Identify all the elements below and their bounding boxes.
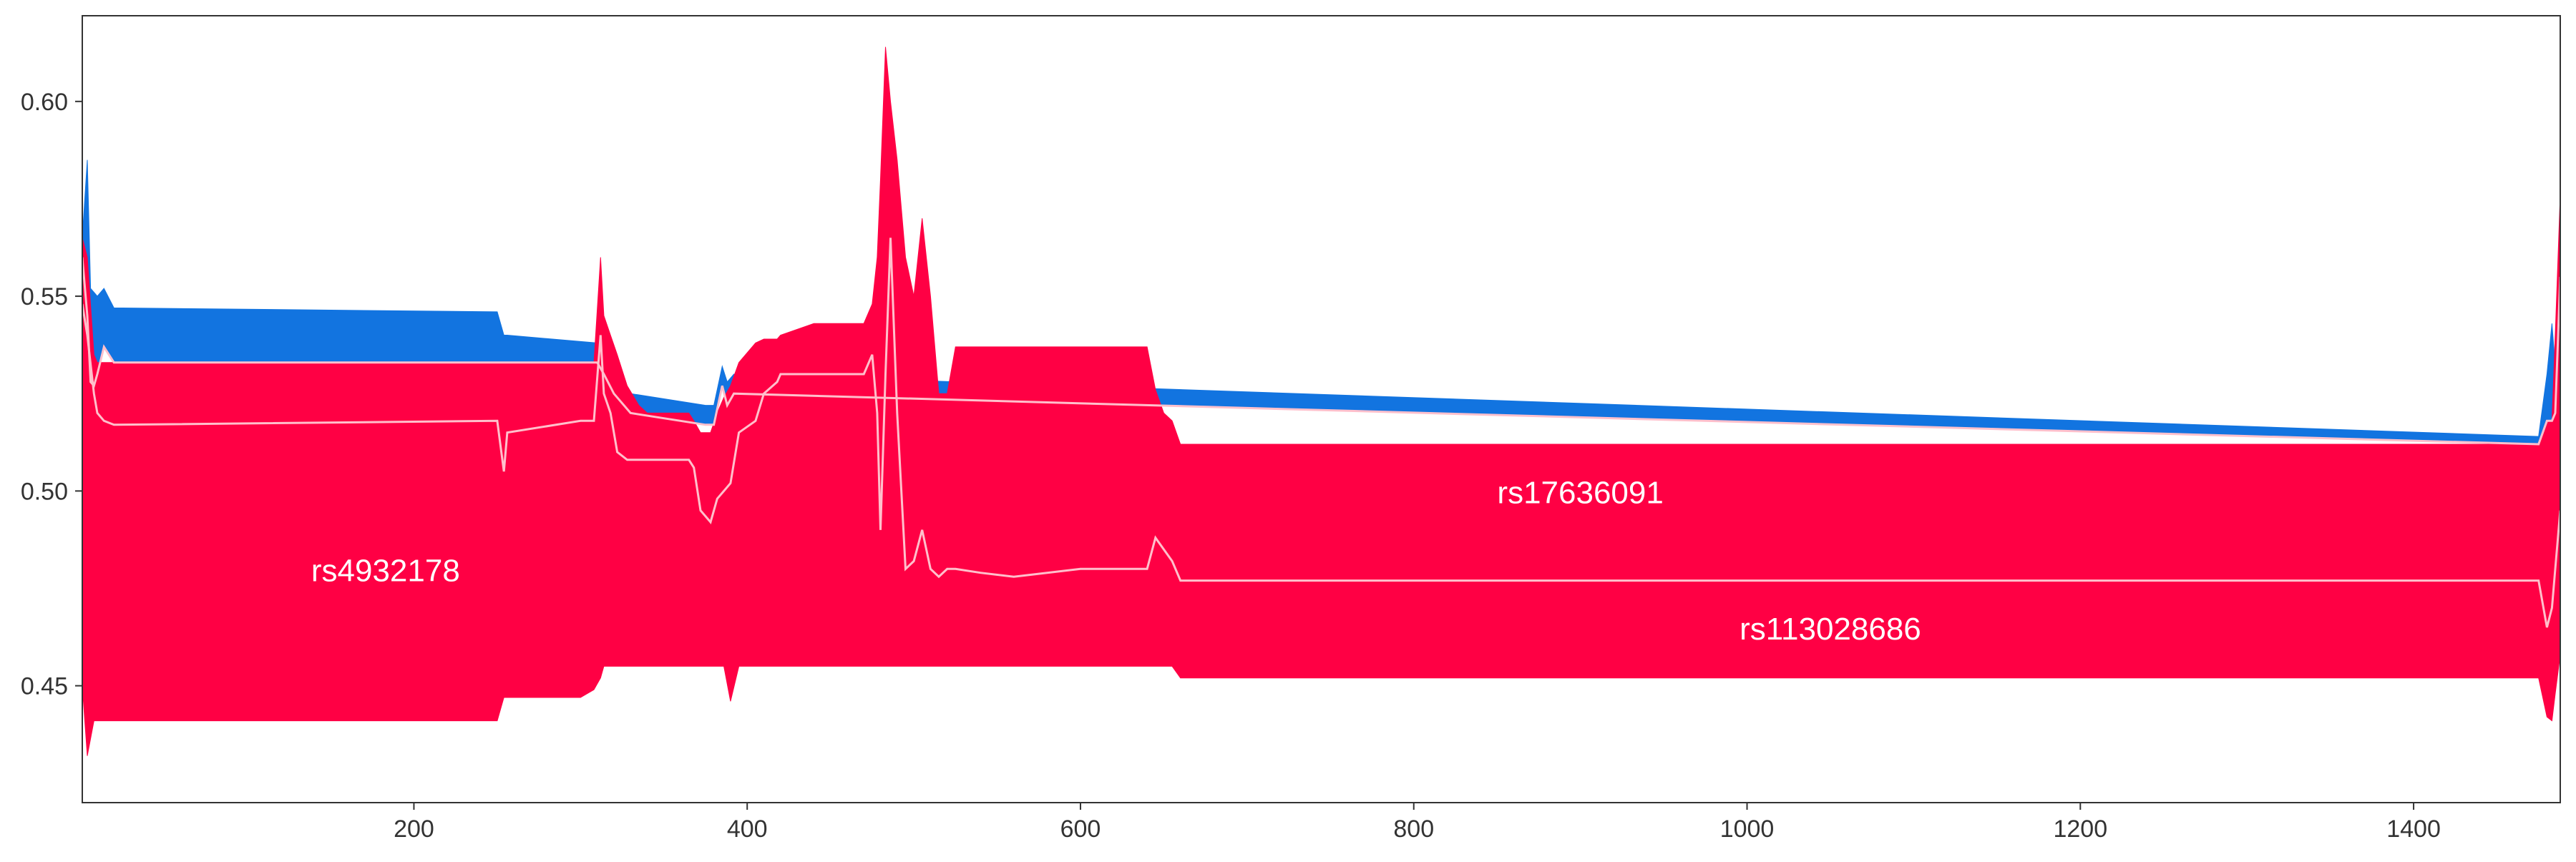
divider-rs4932178 bbox=[82, 257, 2560, 446]
x-tick-label: 200 bbox=[394, 816, 434, 843]
series-label-rs113028686: rs113028686 bbox=[1740, 612, 1921, 647]
divider-rs17636091 bbox=[82, 237, 2560, 628]
series-labels: rs4932178 rs17636091 rs113028686 bbox=[311, 475, 1921, 647]
y-tick-label: 0.50 bbox=[21, 478, 68, 505]
x-tick-label: 600 bbox=[1060, 816, 1101, 843]
series-label-rs17636091: rs17636091 bbox=[1497, 475, 1663, 510]
x-tick-label: 1000 bbox=[1720, 816, 1775, 843]
x-tick-label: 1200 bbox=[2053, 816, 2107, 843]
y-tick-label: 0.55 bbox=[21, 283, 68, 310]
y-tick-label: 0.45 bbox=[21, 673, 68, 700]
plot-area bbox=[82, 46, 2560, 756]
plot-border bbox=[82, 15, 2561, 803]
y-tick-label: 0.60 bbox=[21, 89, 68, 116]
axes: 0.45 0.50 0.55 0.60 200 400 600 800 1000 1200 1400 bbox=[21, 15, 2561, 843]
x-tick-label: 800 bbox=[1393, 816, 1434, 843]
series-label-rs4932178: rs4932178 bbox=[311, 553, 460, 588]
x-tick-label: 400 bbox=[727, 816, 768, 843]
x-tick-label: 1400 bbox=[2386, 816, 2441, 843]
